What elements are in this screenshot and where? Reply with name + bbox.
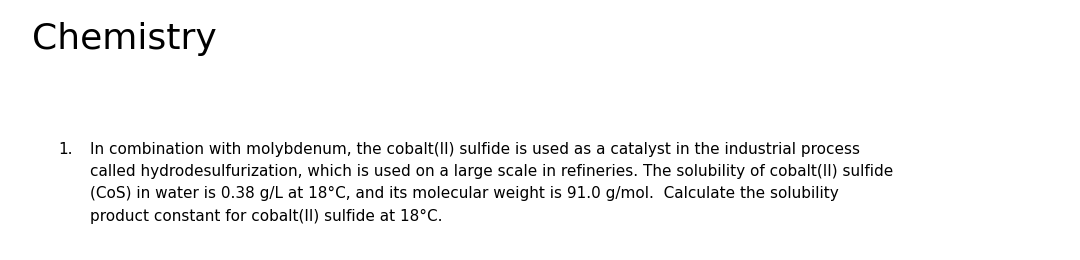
Text: 1.: 1. <box>58 142 72 157</box>
Text: In combination with molybdenum, the cobalt(II) sulfide is used as a catalyst in : In combination with molybdenum, the coba… <box>90 142 893 224</box>
Text: Chemistry: Chemistry <box>32 22 217 56</box>
